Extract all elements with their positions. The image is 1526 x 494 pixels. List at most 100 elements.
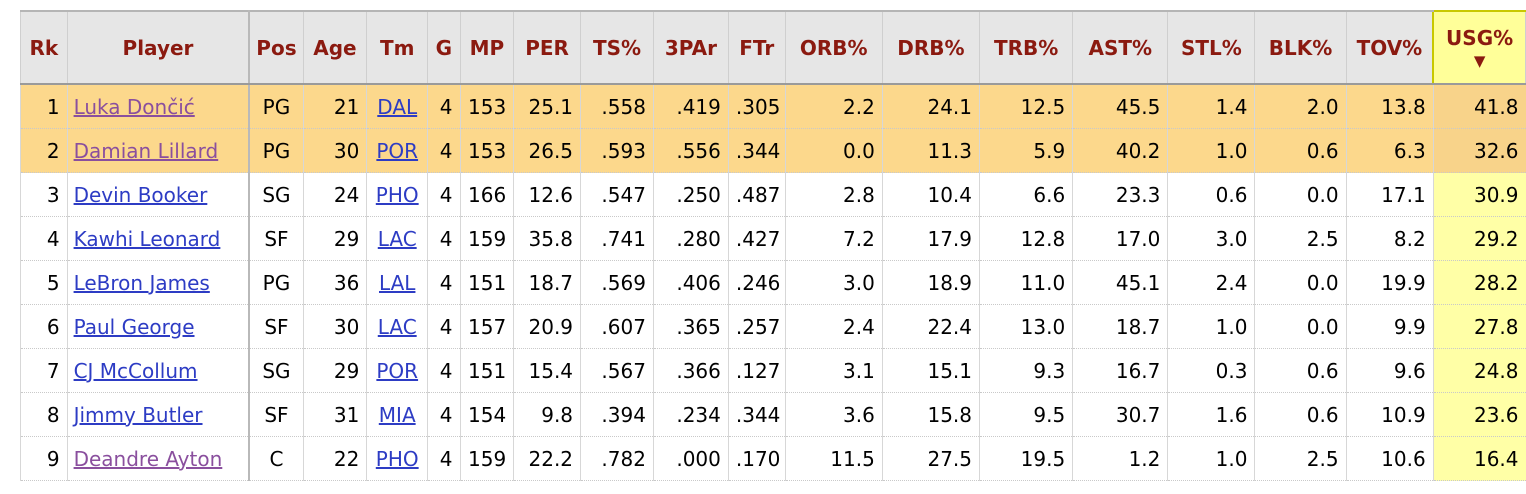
games-cell: 4 xyxy=(427,436,461,481)
rk-cell: 6 xyxy=(20,304,68,349)
tov-pct-cell: 17.1 xyxy=(1345,172,1434,217)
three-par-cell: .556 xyxy=(652,128,729,173)
col-header-ftr[interactable]: FTr xyxy=(727,10,786,85)
player-cell: Paul George xyxy=(66,304,251,349)
team-link[interactable]: MIA xyxy=(378,402,416,427)
team-cell: DAL xyxy=(366,84,428,129)
ast-pct-cell: 17.0 xyxy=(1072,216,1168,261)
col-header-g[interactable]: G xyxy=(427,10,461,85)
team-link[interactable]: PHO xyxy=(375,182,419,207)
stl-pct-cell: 0.3 xyxy=(1167,348,1255,393)
three-par-cell: .234 xyxy=(652,392,729,437)
col-header-usg[interactable]: USG% ▼ xyxy=(1432,10,1526,85)
team-link[interactable]: DAL xyxy=(377,94,418,119)
col-header-blk[interactable]: BLK% xyxy=(1254,10,1347,85)
player-link[interactable]: Kawhi Leonard xyxy=(73,226,221,251)
pos-cell: SF xyxy=(248,304,304,349)
orb-pct-cell: 7.2 xyxy=(784,216,883,261)
col-header-stl[interactable]: STL% xyxy=(1167,10,1256,85)
team-link[interactable]: POR xyxy=(376,138,419,163)
ftr-cell: .344 xyxy=(727,128,786,173)
team-link[interactable]: LAC xyxy=(377,314,417,339)
col-header-ast[interactable]: AST% xyxy=(1072,10,1169,85)
col-header-rk[interactable]: Rk xyxy=(20,10,68,85)
col-header-trb[interactable]: TRB% xyxy=(979,10,1074,85)
three-par-cell: .366 xyxy=(652,348,729,393)
trb-pct-cell: 6.6 xyxy=(979,172,1073,217)
player-cell: Luka Dončić xyxy=(66,84,251,129)
orb-pct-cell: 2.2 xyxy=(784,84,883,129)
ts-pct-cell: .593 xyxy=(580,128,654,173)
col-header-mp[interactable]: MP xyxy=(459,10,515,85)
team-cell: POR xyxy=(366,348,428,393)
col-header-drb[interactable]: DRB% xyxy=(881,10,981,85)
player-link[interactable]: Devin Booker xyxy=(73,182,208,207)
sort-descending-icon: ▼ xyxy=(1473,51,1486,70)
stl-pct-cell: 1.0 xyxy=(1167,436,1255,481)
team-link[interactable]: LAL xyxy=(379,270,416,295)
team-cell: LAL xyxy=(366,260,428,305)
player-link[interactable]: LeBron James xyxy=(73,270,210,295)
team-cell: POR xyxy=(366,128,428,173)
player-link[interactable]: Damian Lillard xyxy=(73,138,219,163)
ts-pct-cell: .394 xyxy=(580,392,654,437)
orb-pct-cell: 2.8 xyxy=(784,172,883,217)
col-header-per[interactable]: PER xyxy=(513,10,582,85)
blk-pct-cell: 2.5 xyxy=(1254,436,1347,481)
games-cell: 4 xyxy=(427,172,461,217)
orb-pct-cell: 2.4 xyxy=(784,304,883,349)
player-link[interactable]: Jimmy Butler xyxy=(73,402,203,427)
table-row: 5 LeBron James PG 36 LAL 4 151 18.7.569.406.246… xyxy=(20,260,1526,305)
col-header-3par[interactable]: 3PAr xyxy=(652,10,729,85)
usg-pct-cell: 23.6 xyxy=(1432,392,1526,437)
table-row: 8 Jimmy Butler SF 31 MIA 4 154 9.8.394.234.344 3… xyxy=(20,392,1526,437)
ts-pct-cell: .558 xyxy=(580,84,654,129)
three-par-cell: .280 xyxy=(652,216,729,261)
tov-pct-cell: 13.8 xyxy=(1345,84,1434,129)
player-link[interactable]: Paul George xyxy=(73,314,195,339)
ast-pct-cell: 16.7 xyxy=(1072,348,1168,393)
team-cell: PHO xyxy=(366,172,428,217)
drb-pct-cell: 15.1 xyxy=(881,348,980,393)
games-cell: 4 xyxy=(427,392,461,437)
trb-pct-cell: 19.5 xyxy=(979,436,1073,481)
player-link[interactable]: Deandre Ayton xyxy=(73,446,223,471)
stats-table-container: Rk Player Pos Age Tm G MP PER TS% 3PAr F… xyxy=(20,10,1526,481)
ftr-cell: .344 xyxy=(727,392,786,437)
player-link[interactable]: Luka Dončić xyxy=(73,94,195,119)
col-header-tov[interactable]: TOV% xyxy=(1345,10,1434,85)
team-link[interactable]: POR xyxy=(376,358,419,383)
usg-pct-cell: 28.2 xyxy=(1432,260,1526,305)
col-header-orb[interactable]: ORB% xyxy=(784,10,883,85)
blk-pct-cell: 0.0 xyxy=(1254,172,1347,217)
drb-pct-cell: 24.1 xyxy=(881,84,980,129)
ts-pct-cell: .547 xyxy=(580,172,654,217)
games-cell: 4 xyxy=(427,216,461,261)
orb-pct-cell: 3.6 xyxy=(784,392,883,437)
usg-pct-cell: 29.2 xyxy=(1432,216,1526,261)
minutes-cell: 159 xyxy=(459,436,514,481)
age-cell: 31 xyxy=(302,392,367,437)
col-header-ts[interactable]: TS% xyxy=(580,10,654,85)
col-header-tm[interactable]: Tm xyxy=(366,10,429,85)
player-cell: Kawhi Leonard xyxy=(66,216,251,261)
col-header-player[interactable]: Player xyxy=(66,10,251,85)
team-link[interactable]: PHO xyxy=(375,446,419,471)
orb-pct-cell: 0.0 xyxy=(784,128,883,173)
player-link[interactable]: CJ McCollum xyxy=(73,358,198,383)
orb-pct-cell: 11.5 xyxy=(784,436,883,481)
table-row: 7 CJ McCollum SG 29 POR 4 151 15.4.567.366.127 3… xyxy=(20,348,1526,393)
ts-pct-cell: .741 xyxy=(580,216,654,261)
minutes-cell: 151 xyxy=(459,348,514,393)
drb-pct-cell: 15.8 xyxy=(881,392,980,437)
col-header-age[interactable]: Age xyxy=(302,10,368,85)
trb-pct-cell: 12.8 xyxy=(979,216,1073,261)
drb-pct-cell: 10.4 xyxy=(881,172,980,217)
three-par-cell: .419 xyxy=(652,84,729,129)
age-cell: 30 xyxy=(302,304,367,349)
col-header-pos[interactable]: Pos xyxy=(248,10,304,85)
orb-pct-cell: 3.0 xyxy=(784,260,883,305)
team-link[interactable]: LAC xyxy=(377,226,417,251)
tov-pct-cell: 6.3 xyxy=(1345,128,1434,173)
tov-pct-cell: 9.6 xyxy=(1345,348,1434,393)
